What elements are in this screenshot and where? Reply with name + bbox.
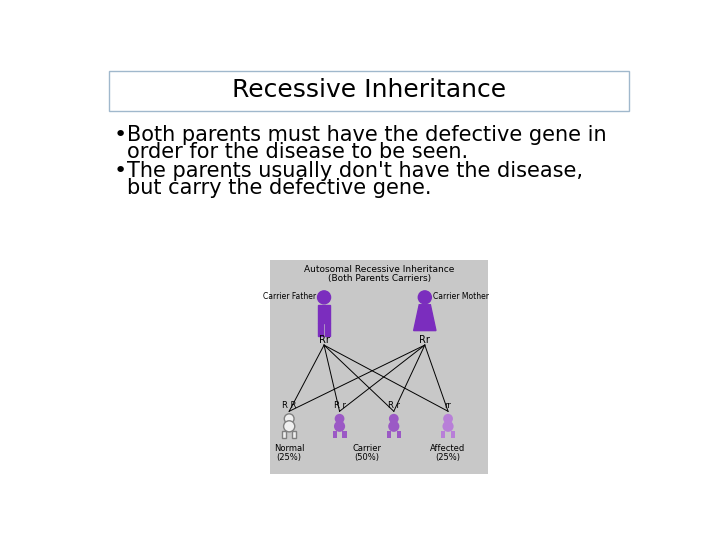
Text: (Both Parents Carriers): (Both Parents Carriers) [328, 274, 431, 284]
Polygon shape [325, 323, 330, 336]
Text: Carrier Mother: Carrier Mother [433, 292, 489, 301]
Circle shape [388, 421, 400, 432]
Polygon shape [333, 431, 337, 438]
Text: (50%): (50%) [354, 453, 379, 462]
Circle shape [284, 421, 294, 432]
Text: rr: rr [445, 401, 451, 410]
Text: Carrier Father: Carrier Father [264, 292, 316, 301]
Polygon shape [292, 431, 296, 438]
Polygon shape [441, 431, 445, 438]
Text: Both parents must have the defective gene in: Both parents must have the defective gen… [127, 125, 607, 145]
Text: (25%): (25%) [436, 453, 461, 462]
Polygon shape [318, 323, 323, 336]
Text: R r: R r [388, 401, 400, 410]
Circle shape [284, 414, 294, 423]
Text: Normal: Normal [274, 444, 305, 453]
Text: (25%): (25%) [276, 453, 302, 462]
Circle shape [334, 421, 345, 432]
Polygon shape [451, 431, 455, 438]
Text: Carrier: Carrier [352, 444, 381, 453]
Polygon shape [282, 431, 287, 438]
Text: The parents usually don't have the disease,: The parents usually don't have the disea… [127, 161, 583, 181]
Polygon shape [318, 305, 330, 323]
Text: Autosomal Recessive Inheritance: Autosomal Recessive Inheritance [304, 265, 454, 274]
Text: •: • [113, 161, 127, 181]
Text: R R: R R [282, 401, 297, 410]
Circle shape [444, 414, 453, 423]
Circle shape [418, 291, 431, 304]
Text: •: • [113, 125, 127, 145]
Polygon shape [414, 305, 436, 330]
Text: Rr: Rr [319, 335, 330, 346]
Circle shape [335, 414, 344, 423]
FancyBboxPatch shape [109, 71, 629, 111]
Circle shape [389, 414, 399, 423]
Text: but carry the defective gene.: but carry the defective gene. [127, 178, 432, 198]
Text: Affected: Affected [431, 444, 466, 453]
Polygon shape [397, 431, 401, 438]
Text: R r: R r [333, 401, 346, 410]
Circle shape [443, 421, 454, 432]
Text: order for the disease to be seen.: order for the disease to be seen. [127, 142, 468, 162]
Circle shape [318, 291, 330, 304]
Text: Recessive Inheritance: Recessive Inheritance [232, 78, 506, 102]
Bar [270, 260, 488, 475]
Polygon shape [342, 431, 346, 438]
Text: Rr: Rr [419, 335, 431, 346]
Polygon shape [387, 431, 391, 438]
